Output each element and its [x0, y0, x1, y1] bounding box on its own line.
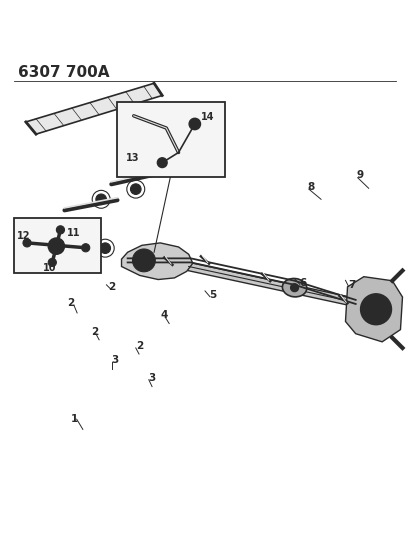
Text: 14: 14 [200, 112, 214, 122]
Circle shape [157, 158, 167, 167]
Text: 2: 2 [91, 327, 99, 337]
Text: 3: 3 [148, 374, 155, 383]
Text: 10: 10 [43, 263, 56, 272]
Text: 9: 9 [355, 170, 362, 180]
Circle shape [48, 238, 64, 254]
Text: 4: 4 [160, 310, 168, 320]
Text: 2: 2 [108, 282, 115, 292]
Text: 5: 5 [209, 290, 216, 300]
Polygon shape [121, 243, 192, 279]
Circle shape [67, 224, 78, 235]
Circle shape [48, 259, 56, 266]
Circle shape [56, 226, 64, 234]
Text: 12: 12 [17, 231, 30, 241]
Text: 13: 13 [126, 152, 139, 163]
Circle shape [96, 194, 106, 205]
Polygon shape [26, 83, 162, 134]
Text: 1: 1 [71, 414, 78, 424]
Text: 3: 3 [112, 355, 119, 365]
Circle shape [100, 243, 110, 254]
Circle shape [132, 249, 155, 272]
Text: 2: 2 [67, 298, 74, 308]
Bar [13, 217, 101, 272]
Text: 11: 11 [66, 228, 80, 238]
Ellipse shape [282, 278, 306, 297]
Text: 6307 700A: 6307 700A [18, 65, 109, 80]
Circle shape [130, 184, 141, 195]
Bar [117, 102, 225, 177]
Circle shape [23, 239, 31, 247]
Circle shape [81, 244, 90, 252]
Text: 7: 7 [347, 280, 355, 290]
Circle shape [290, 284, 298, 292]
Circle shape [189, 118, 200, 130]
Text: 6: 6 [299, 278, 306, 288]
Circle shape [360, 294, 391, 325]
Text: 8: 8 [306, 182, 314, 192]
Polygon shape [345, 277, 402, 342]
Text: 2: 2 [136, 341, 143, 351]
